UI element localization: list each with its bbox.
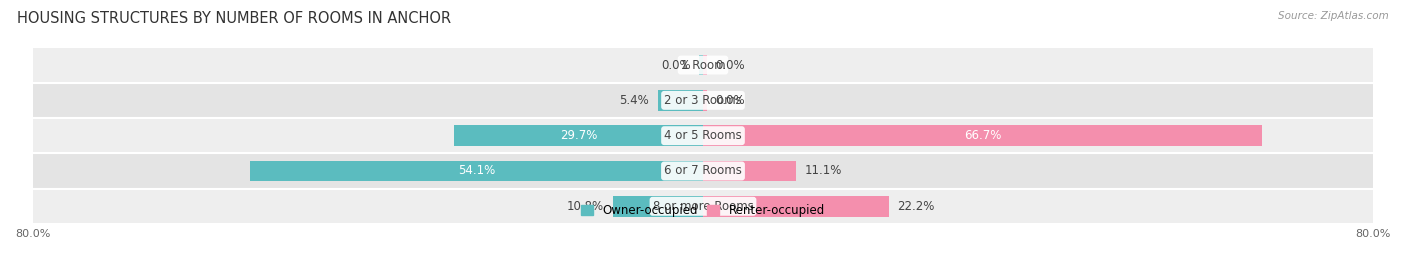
Text: 11.1%: 11.1% [804, 164, 842, 177]
Text: 29.7%: 29.7% [560, 129, 598, 142]
Text: 54.1%: 54.1% [458, 164, 495, 177]
Bar [703, 90, 707, 111]
Bar [699, 55, 703, 75]
Text: 0.0%: 0.0% [716, 59, 745, 72]
Text: 1 Room: 1 Room [681, 59, 725, 72]
Bar [32, 189, 1374, 224]
Text: 6 or 7 Rooms: 6 or 7 Rooms [664, 164, 742, 177]
Bar [250, 161, 703, 181]
Bar [454, 126, 703, 146]
Bar [703, 55, 707, 75]
Text: 22.2%: 22.2% [897, 200, 935, 213]
Bar [703, 196, 889, 217]
Text: HOUSING STRUCTURES BY NUMBER OF ROOMS IN ANCHOR: HOUSING STRUCTURES BY NUMBER OF ROOMS IN… [17, 11, 451, 26]
Text: 2 or 3 Rooms: 2 or 3 Rooms [664, 94, 742, 107]
Legend: Owner-occupied, Renter-occupied: Owner-occupied, Renter-occupied [576, 199, 830, 222]
Text: 0.0%: 0.0% [716, 94, 745, 107]
Bar [613, 196, 703, 217]
Text: Source: ZipAtlas.com: Source: ZipAtlas.com [1278, 11, 1389, 21]
Bar [658, 90, 703, 111]
Text: 5.4%: 5.4% [620, 94, 650, 107]
Bar [32, 153, 1374, 189]
Bar [32, 118, 1374, 153]
Bar [703, 126, 1261, 146]
Bar [32, 83, 1374, 118]
Text: 66.7%: 66.7% [963, 129, 1001, 142]
Bar [703, 161, 796, 181]
Text: 4 or 5 Rooms: 4 or 5 Rooms [664, 129, 742, 142]
Bar [32, 48, 1374, 83]
Text: 8 or more Rooms: 8 or more Rooms [652, 200, 754, 213]
Text: 10.8%: 10.8% [567, 200, 605, 213]
Text: 0.0%: 0.0% [661, 59, 690, 72]
